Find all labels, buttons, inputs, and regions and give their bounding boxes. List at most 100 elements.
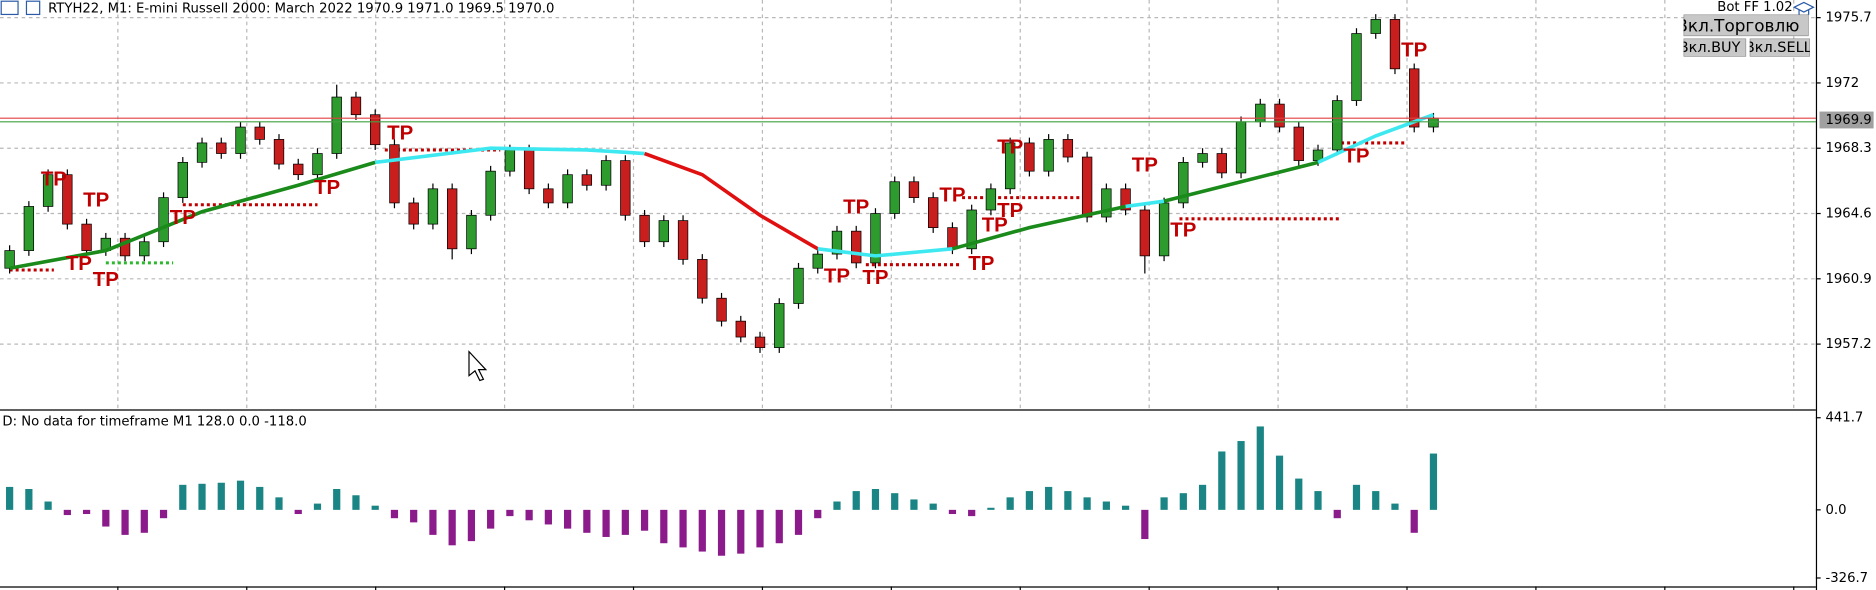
tp-label: TP bbox=[843, 196, 869, 219]
candle-body bbox=[1062, 139, 1074, 158]
y-tick-label: 441.7 bbox=[1825, 411, 1863, 426]
button-bg bbox=[1683, 38, 1747, 57]
price-tag-label: 1969.9 bbox=[1825, 113, 1871, 128]
candle-body bbox=[1370, 19, 1381, 34]
candle-body bbox=[427, 188, 439, 225]
icon bbox=[25, 0, 41, 16]
sell-button[interactable]: Вкл.SELL bbox=[1745, 38, 1812, 57]
histogram-bar bbox=[1410, 509, 1418, 533]
histogram-bar bbox=[313, 503, 322, 510]
candle-body bbox=[273, 139, 285, 165]
tp-label: TP bbox=[862, 266, 888, 289]
candle-body bbox=[985, 188, 997, 211]
histogram-bar bbox=[102, 509, 110, 527]
candle-body bbox=[331, 96, 342, 154]
tp-label: TP bbox=[93, 268, 119, 291]
histogram-bar bbox=[179, 484, 187, 510]
moving-average bbox=[951, 204, 1126, 251]
histogram-bar bbox=[236, 480, 245, 510]
tp-label: TP bbox=[387, 122, 413, 145]
candle-body bbox=[697, 259, 708, 299]
button-clip: Вкл.BUY bbox=[1683, 38, 1747, 57]
histogram-bar bbox=[198, 483, 206, 510]
candle-body bbox=[1024, 142, 1035, 172]
histogram-bar bbox=[794, 509, 803, 535]
histogram-bar bbox=[1237, 441, 1245, 510]
histogram-bar bbox=[121, 509, 129, 535]
y-tick-label: 1968.3 bbox=[1825, 141, 1871, 156]
histogram-bar bbox=[525, 509, 533, 521]
histogram-bar bbox=[256, 486, 264, 510]
candle-body bbox=[504, 149, 516, 172]
y-tick-label: 0.0 bbox=[1825, 503, 1846, 518]
tp-label: TP bbox=[939, 183, 965, 206]
candle-body bbox=[1389, 19, 1401, 70]
histogram-bar bbox=[544, 509, 552, 525]
histogram-bar bbox=[910, 499, 918, 510]
icon bbox=[0, 0, 19, 16]
price-tag bbox=[1819, 111, 1874, 129]
candle-body bbox=[1351, 33, 1362, 101]
y-tick-label: 1957.2 bbox=[1825, 337, 1871, 352]
histogram-bar bbox=[1218, 451, 1226, 510]
buy-button[interactable]: Вкл.BUY bbox=[1679, 38, 1747, 57]
histogram-bar bbox=[1102, 501, 1110, 510]
chart-icon bbox=[0, 0, 41, 16]
candle-body bbox=[216, 142, 227, 154]
histogram-bar bbox=[756, 509, 764, 548]
candle-body bbox=[42, 174, 54, 207]
histogram-bar bbox=[1121, 505, 1130, 510]
tp-label: TP bbox=[314, 176, 340, 199]
button-label: Вкл.SELL bbox=[1745, 40, 1812, 56]
button-bg bbox=[1749, 38, 1810, 57]
histogram-bar bbox=[1141, 509, 1149, 540]
candle-body bbox=[293, 163, 304, 176]
candle-body bbox=[81, 223, 92, 251]
tp-label: TP bbox=[170, 206, 196, 229]
histogram-bar bbox=[698, 509, 706, 552]
candle-body bbox=[4, 250, 15, 269]
histogram-bar bbox=[929, 503, 937, 510]
histogram-bar bbox=[371, 505, 379, 510]
candle-body bbox=[1293, 126, 1304, 161]
candle-body bbox=[119, 237, 131, 257]
candle-body bbox=[543, 188, 554, 204]
histogram-bar bbox=[852, 491, 860, 510]
candle-body bbox=[620, 160, 631, 216]
histogram-bar bbox=[275, 497, 283, 510]
histogram-bar bbox=[1025, 491, 1034, 510]
button-clip: Вкл.Торговлю bbox=[1683, 14, 1809, 37]
candle-body bbox=[196, 142, 208, 163]
trade-button[interactable]: Вкл.Торговлю bbox=[1676, 14, 1809, 37]
histogram-bar bbox=[352, 495, 360, 510]
tp-label: TP bbox=[824, 264, 850, 287]
histogram-bar bbox=[1391, 503, 1399, 510]
candle-body bbox=[446, 188, 458, 250]
candle-body bbox=[1197, 153, 1208, 163]
candle-body bbox=[235, 126, 246, 154]
histogram-bar bbox=[679, 509, 687, 548]
histogram-bar bbox=[467, 509, 476, 542]
histogram-bar bbox=[140, 509, 148, 533]
histogram-bar bbox=[814, 509, 822, 519]
candle-body bbox=[350, 96, 362, 116]
candle-body bbox=[581, 174, 593, 186]
candle-body bbox=[735, 320, 746, 338]
tp-label: TP bbox=[997, 136, 1023, 159]
histogram-bar bbox=[948, 509, 957, 515]
histogram-bar bbox=[25, 489, 33, 510]
histogram-bar bbox=[429, 509, 437, 535]
histogram-bar bbox=[410, 509, 418, 523]
candle-body bbox=[1081, 156, 1093, 218]
moving-average bbox=[9, 160, 376, 270]
histogram-bar bbox=[159, 509, 168, 519]
button-clip: Вкл.SELL bbox=[1745, 38, 1812, 57]
histogram-bar bbox=[1198, 484, 1207, 510]
histogram-bar bbox=[564, 509, 572, 529]
indicator-title: D: No data for timeframe M1 128.0 0.0 -1… bbox=[2, 414, 306, 429]
histogram-bar bbox=[1256, 426, 1264, 510]
candle-body bbox=[23, 206, 35, 251]
histogram-bar bbox=[640, 509, 649, 531]
